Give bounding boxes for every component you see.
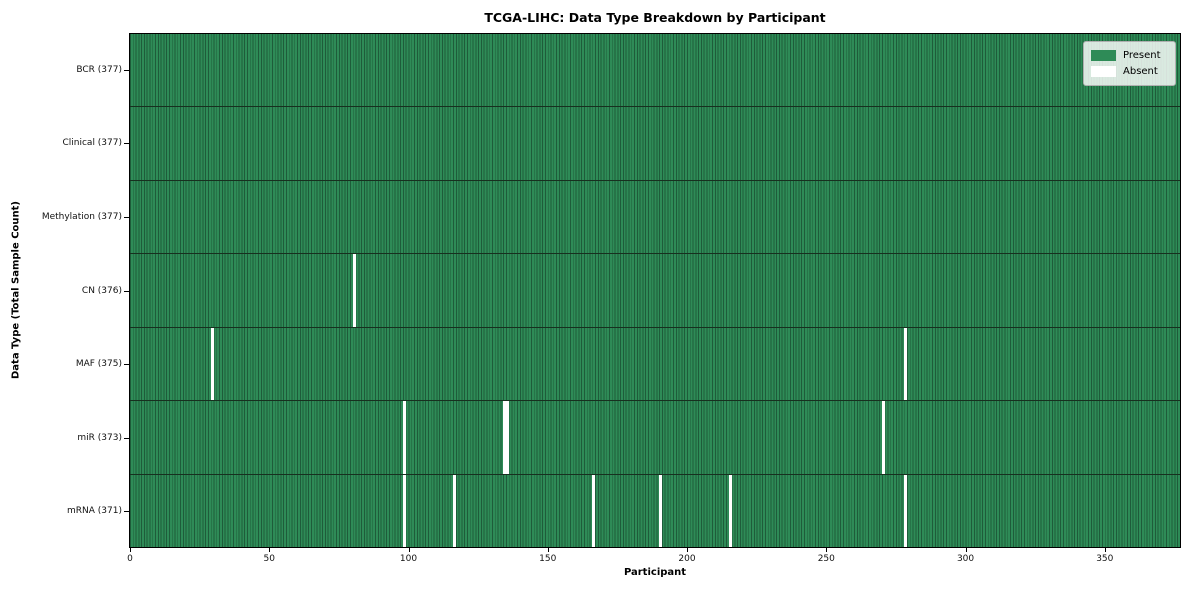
x-tick-label: 300 xyxy=(956,554,975,564)
row-mrna xyxy=(130,474,1180,547)
x-tick-mark xyxy=(408,548,410,552)
y-tick-label: miR (373) xyxy=(77,432,122,443)
x-tick-mark xyxy=(547,548,549,552)
legend-label-present: Present xyxy=(1123,49,1161,61)
absent-gap xyxy=(728,474,732,547)
y-tick-mark xyxy=(124,216,129,218)
x-axis-label: Participant xyxy=(623,567,687,578)
legend-label-absent: Absent xyxy=(1123,66,1158,78)
legend-item-present: Present xyxy=(1091,49,1168,61)
absent-gap xyxy=(505,401,509,474)
row-mir xyxy=(130,401,1180,475)
absent-gap xyxy=(503,401,506,474)
absent-gap xyxy=(881,401,885,474)
x-tick-mark xyxy=(130,548,131,552)
x-tick-mark xyxy=(269,548,271,552)
x-tick-label: 350 xyxy=(1096,554,1114,564)
x-tick-label: 250 xyxy=(817,554,835,564)
x-tick-label: 0 xyxy=(127,554,133,564)
absent-gap xyxy=(592,474,596,547)
y-tick-label: MAF (375) xyxy=(75,359,122,370)
y-axis-label: Data Type (Total Sample Count) xyxy=(10,200,22,380)
plot-area xyxy=(129,33,1181,548)
x-tick-mark xyxy=(687,548,689,552)
y-tick-label: mRNA (371) xyxy=(67,506,122,517)
absent-gap xyxy=(904,327,908,401)
y-tick-mark xyxy=(124,511,129,513)
y-tick-mark xyxy=(124,364,129,366)
y-tick-mark xyxy=(124,437,129,439)
row-maf xyxy=(130,327,1180,402)
y-tick-mark xyxy=(124,69,129,71)
x-tick-label: 150 xyxy=(539,554,557,564)
x-tick-label: 200 xyxy=(678,554,696,564)
row-bcr xyxy=(130,34,1180,108)
x-tick-mark xyxy=(1104,548,1106,552)
legend: Present Absent xyxy=(1083,41,1176,86)
absent-gap xyxy=(352,254,356,327)
x-tick-label: 50 xyxy=(263,554,275,564)
y-tick-label: Clinical (377) xyxy=(62,138,122,149)
absent-gap xyxy=(210,327,214,401)
absent-gap xyxy=(453,474,456,547)
absent-gap xyxy=(402,474,406,547)
chart-title: TCGA-LIHC: Data Type Breakdown by Partic… xyxy=(484,10,826,25)
legend-item-absent: Absent xyxy=(1091,66,1168,78)
absent-swatch-icon xyxy=(1091,66,1116,78)
y-tick-label: BCR (377) xyxy=(76,64,122,75)
y-tick-label: CN (376) xyxy=(81,285,122,296)
present-swatch-icon xyxy=(1091,49,1116,61)
absent-gap xyxy=(402,401,406,474)
row-clinical xyxy=(130,107,1180,181)
x-tick-label: 100 xyxy=(399,554,418,564)
row-cn xyxy=(130,254,1180,328)
y-tick-mark xyxy=(124,143,129,145)
x-tick-mark xyxy=(826,548,828,552)
x-tick-mark xyxy=(965,548,967,552)
row-methylation xyxy=(130,180,1180,255)
y-tick-mark xyxy=(124,290,129,292)
absent-gap xyxy=(904,474,908,547)
y-tick-label: Methylation (377) xyxy=(41,211,122,222)
absent-gap xyxy=(659,474,662,547)
